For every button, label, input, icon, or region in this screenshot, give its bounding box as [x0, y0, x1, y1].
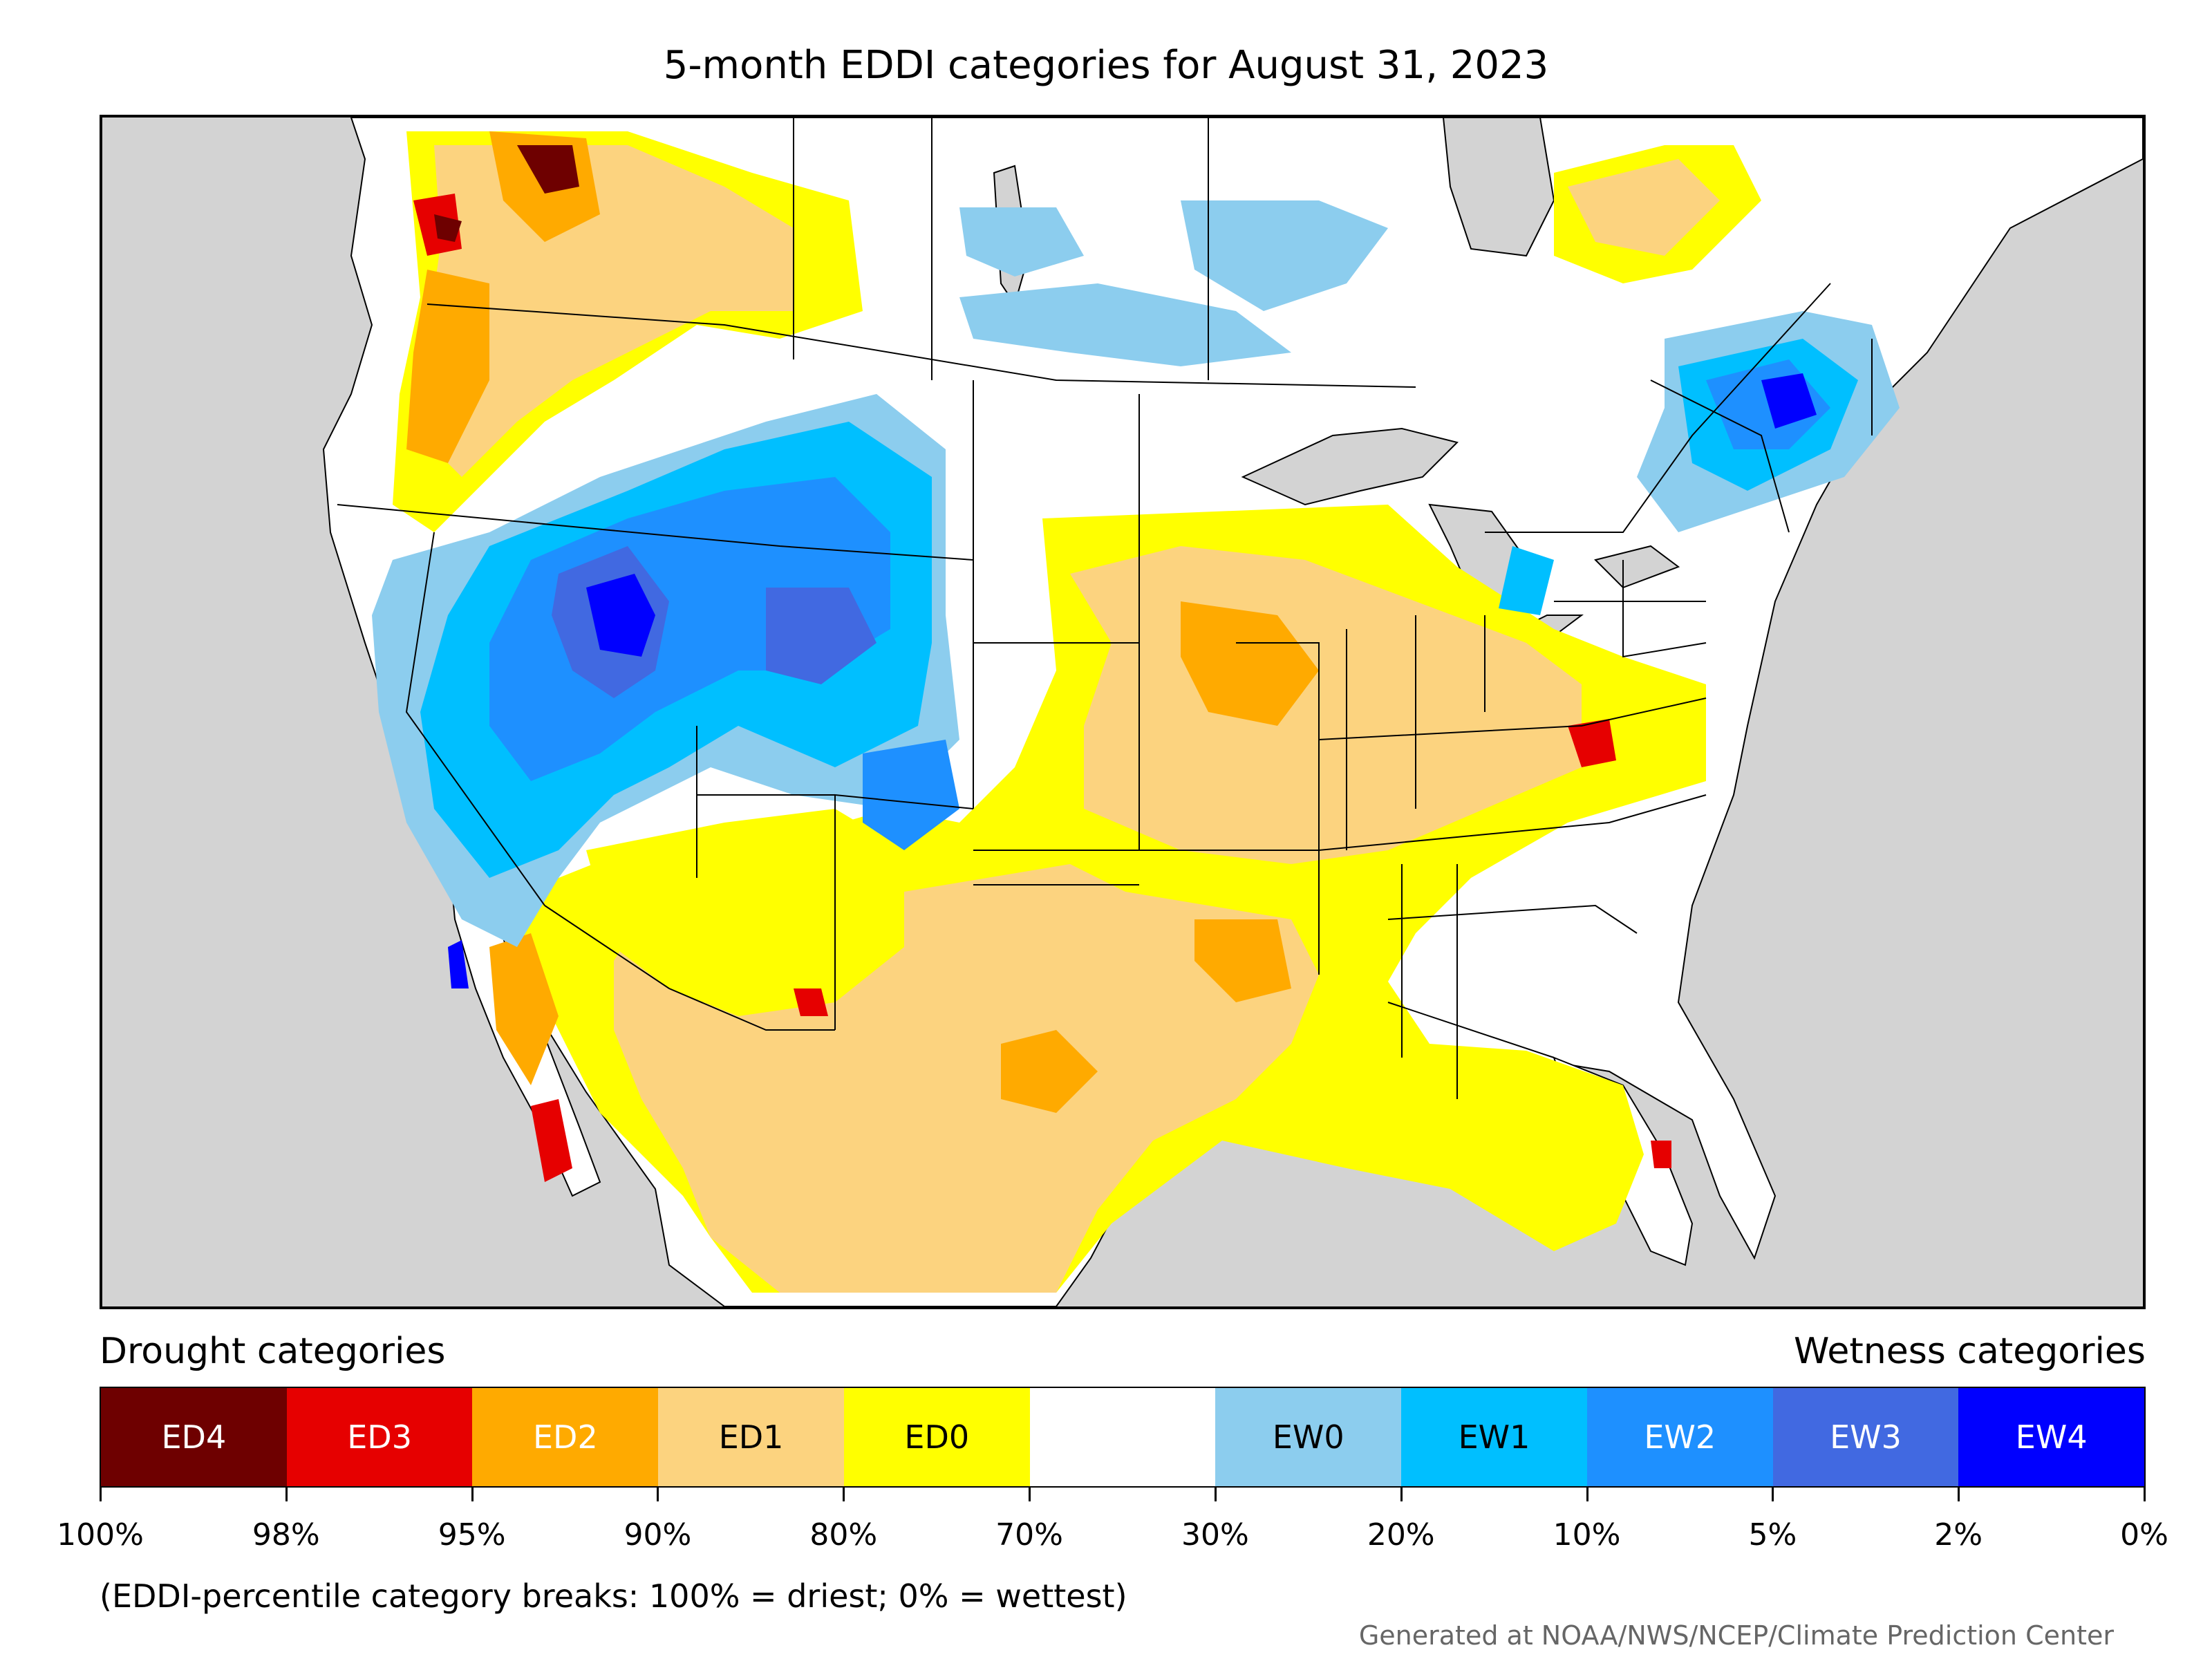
legend-swatch-ed4: ED4 [101, 1388, 287, 1486]
legend-tick [1214, 1486, 1217, 1501]
legend-break-label: 70% [995, 1517, 1063, 1553]
legend-tick [843, 1486, 845, 1501]
legend-break-label: 95% [438, 1517, 506, 1553]
legend-break-label: 2% [1934, 1517, 1983, 1553]
wetness-categories-heading: Wetness categories [1794, 1331, 2146, 1372]
legend-swatch-ew4: EW4 [1958, 1388, 2145, 1486]
legend-colorbar: ED4 ED3 ED2 ED1 ED0 EW0 EW1 EW2 EW3 EW4 [100, 1387, 2146, 1488]
wetness-shading [372, 200, 1900, 988]
drought-categories-heading: Drought categories [100, 1331, 446, 1372]
legend-break-label: 10% [1553, 1517, 1621, 1553]
legend-swatch-ew0: EW0 [1215, 1388, 1402, 1486]
legend-tick [1772, 1486, 1774, 1501]
legend-tick [657, 1486, 659, 1501]
credit-line: Generated at NOAA/NWS/NCEP/Climate Predi… [1358, 1620, 2114, 1651]
political-boundaries [337, 118, 1873, 1099]
map-title: 5-month EDDI categories for August 31, 2… [663, 43, 1549, 88]
legend-swatch-ed0: ED0 [843, 1388, 1030, 1486]
legend-swatch-ew1: EW1 [1401, 1388, 1587, 1486]
legend-break-label: 30% [1181, 1517, 1249, 1553]
legend-swatch-ew3: EW3 [1772, 1388, 1959, 1486]
legend-swatch-ew2: EW2 [1586, 1388, 1773, 1486]
footnote: (EDDI-percentile category breaks: 100% =… [100, 1577, 1127, 1615]
legend-tick [2144, 1486, 2146, 1501]
legend-break-label: 5% [1748, 1517, 1797, 1553]
drought-shading [393, 131, 1761, 1293]
legend-tick [471, 1486, 474, 1501]
legend-break-label: 90% [624, 1517, 692, 1553]
hudson-bay-edge [1442, 118, 1555, 257]
legend-ticks [0, 1486, 2212, 1514]
map-panel[interactable] [100, 115, 2146, 1309]
eddi-map [322, 118, 2143, 1306]
legend-swatch-ed2: ED2 [472, 1388, 659, 1486]
legend-swatch-ed3: ED3 [286, 1388, 473, 1486]
legend-tick [1029, 1486, 1031, 1501]
legend-break-label: 20% [1367, 1517, 1435, 1553]
legend-break-label: 80% [809, 1517, 878, 1553]
lake-ontario [1594, 545, 1680, 589]
legend-break-label: 100% [57, 1517, 144, 1553]
legend-tick [100, 1486, 102, 1501]
legend-break-label: 0% [2120, 1517, 2168, 1553]
legend-swatch-ed1: ED1 [658, 1388, 844, 1486]
legend-break-label: 98% [252, 1517, 320, 1553]
legend-swatch-neutral [1029, 1388, 1216, 1486]
legend-tick [1400, 1486, 1403, 1501]
legend-tick [285, 1486, 288, 1501]
legend-tick [1586, 1486, 1588, 1501]
legend-tick [1958, 1486, 1960, 1501]
lake-superior [1241, 427, 1459, 506]
